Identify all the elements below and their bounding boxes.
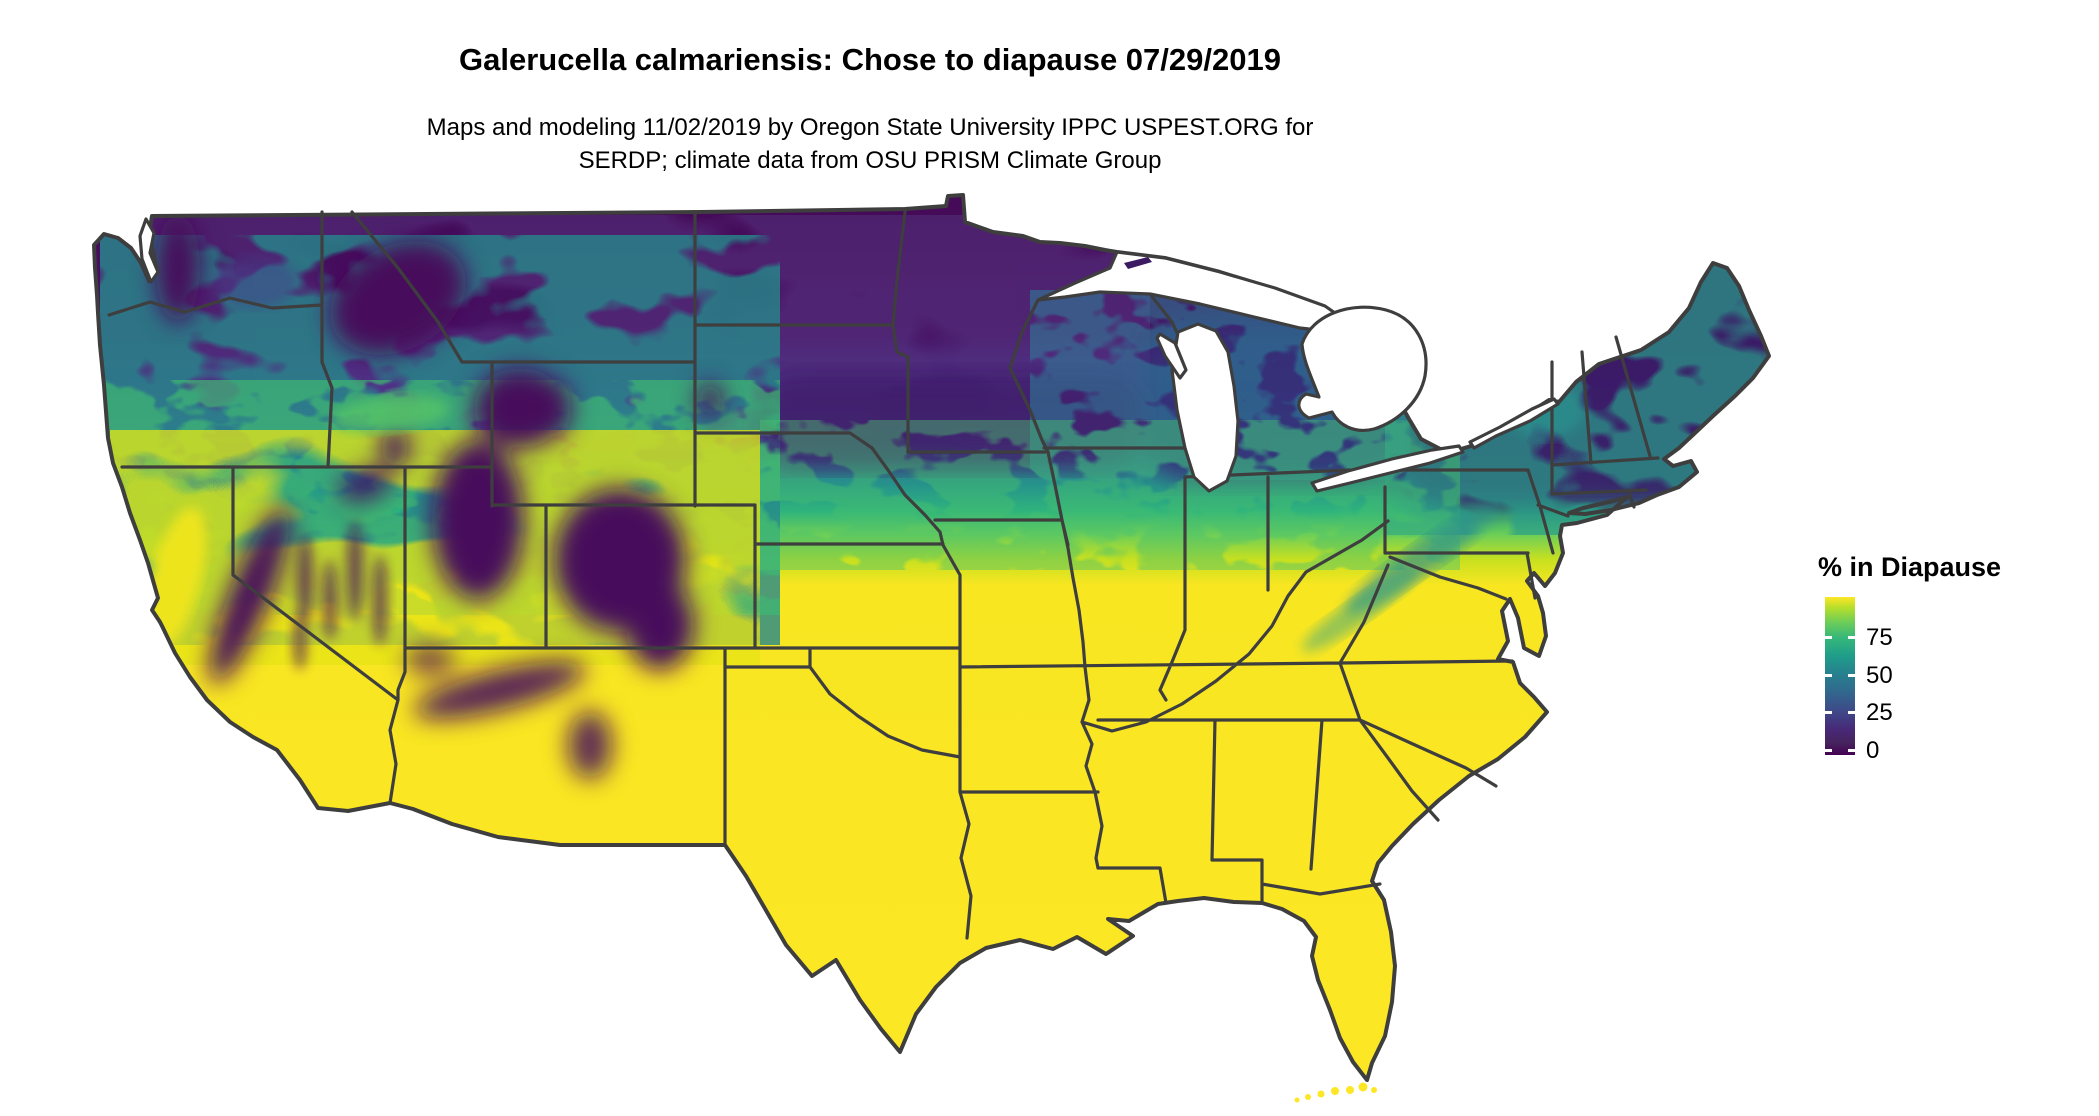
central-valley xyxy=(144,507,206,653)
legend-tick-50: 50 xyxy=(1866,662,1893,689)
legend-colorbar xyxy=(1825,597,1855,755)
raster-surface xyxy=(92,193,1771,1082)
green-bay xyxy=(1155,332,1188,380)
mountain-dark-blobs xyxy=(156,213,723,779)
legend-title: % in Diapause xyxy=(1818,552,2002,582)
lake-ontario xyxy=(1468,397,1560,450)
great-lakes xyxy=(138,217,1560,493)
state-borders xyxy=(107,210,1660,940)
puget-sound xyxy=(138,217,160,284)
subtitle-line-2: SERDP; climate data from OSU PRISM Clima… xyxy=(578,147,1162,174)
legend-tick-75: 75 xyxy=(1866,624,1893,651)
legend-tick-0: 0 xyxy=(1866,737,1880,764)
basin-range-streaks xyxy=(294,520,387,670)
lake-michigan xyxy=(1170,322,1240,493)
lake-erie xyxy=(1310,444,1465,493)
isle-royale xyxy=(1124,257,1152,269)
page-title: Galerucella calmariensis: Chose to diapa… xyxy=(459,42,1281,77)
lake-huron xyxy=(1297,305,1428,432)
legend-tick-25: 25 xyxy=(1866,699,1893,726)
snake-river-plain xyxy=(330,395,450,433)
florida-keys xyxy=(1294,1082,1377,1103)
subtitle-line-1: Maps and modeling 11/02/2019 by Oregon S… xyxy=(426,114,1314,141)
